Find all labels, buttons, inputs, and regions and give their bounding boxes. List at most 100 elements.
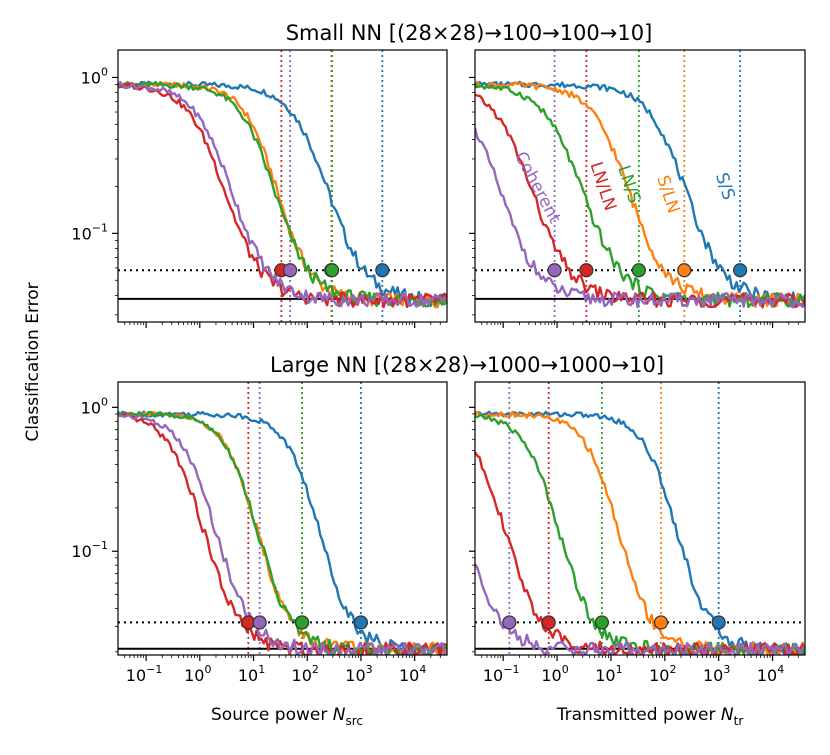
x-tick-label-exp: 0 (562, 663, 569, 676)
crossing-marker-ln-s (631, 263, 646, 278)
y-tick-label: 100 (81, 65, 108, 87)
x-tick-label-exp: 1 (616, 663, 623, 676)
x-tick-label-base: 10 (541, 666, 561, 685)
top-row-title: Small NN [(28×28)→100→100→10] (286, 21, 653, 45)
x-tick-label-base: 10 (292, 666, 312, 685)
x-tick-label-base: 10 (345, 666, 365, 685)
x-axis-label-source-sub: src (345, 714, 363, 728)
series-curve-s-s (475, 410, 805, 655)
crossing-marker-ln-s (324, 263, 340, 278)
x-tick-label: 100 (184, 663, 211, 685)
series-curve-s-s (118, 80, 447, 308)
y-tick-label-base: 10 (81, 68, 101, 87)
y-tick-label: 10−1 (71, 221, 108, 243)
x-tick-label: 103 (345, 663, 372, 685)
x-tick-label-base: 10 (184, 666, 204, 685)
series-curve-s-ln (118, 410, 447, 655)
x-tick-label-exp: 4 (777, 663, 784, 676)
crossing-marker-s-s (353, 615, 369, 630)
x-tick-label: 104 (757, 663, 784, 685)
x-tick-label-base: 10 (483, 666, 503, 685)
x-tick-label-exp: 1 (258, 663, 265, 676)
y-tick-label-base: 10 (71, 542, 91, 561)
crossing-marker-coherent (252, 615, 267, 630)
x-tick-label-base: 10 (595, 666, 615, 685)
x-tick-label-base: 10 (649, 666, 669, 685)
x-tick-label: 103 (703, 663, 730, 685)
series-curve-s-s (475, 80, 805, 308)
y-tick-label: 100 (81, 395, 108, 417)
x-tick-label: 102 (292, 663, 319, 685)
y-tick-label-base: 10 (81, 398, 101, 417)
series-label-coherent: Coherent (510, 149, 564, 228)
x-axis-label-transmitted: Transmitted power Ntr (556, 705, 744, 728)
series-curve-coherent (475, 563, 805, 655)
x-axis-label-source: Source power Nsrc (211, 705, 363, 728)
panel-large-transmitted: 10−1 100 101 102 103 104 (469, 381, 806, 685)
axes-frame (474, 381, 806, 656)
series-label-s-s: S/S (711, 170, 738, 202)
x-tick-label-exp: 2 (669, 663, 676, 676)
x-tick-label-exp: −1 (503, 663, 519, 676)
y-tick-label-exp: 0 (101, 65, 108, 78)
series-curve-s-ln (475, 410, 805, 655)
x-axis-label-transmitted-sub: tr (734, 714, 744, 728)
series-curve-ln-ln (118, 413, 447, 655)
x-axis-label-transmitted-var: N (721, 705, 734, 725)
y-tick-label-exp: 0 (101, 395, 108, 408)
plot-area (118, 50, 447, 322)
y-tick-label-base: 10 (71, 224, 91, 243)
axes-frame (117, 49, 448, 323)
y-tick-label-exp: −1 (92, 221, 108, 234)
crossing-marker-s-s (733, 263, 748, 278)
series-curve-ln-s (118, 410, 447, 655)
crossing-marker-s-s (711, 615, 726, 630)
y-tick-label: 10−1 (71, 539, 108, 561)
series-curve-ln-ln (475, 93, 805, 309)
x-tick-label-base: 10 (126, 666, 146, 685)
x-axis-label-transmitted-prefix: Transmitted power (556, 705, 721, 725)
crossing-marker-ln-s (594, 615, 610, 630)
series-curve-coherent (118, 412, 447, 655)
x-tick-label: 101 (238, 663, 265, 685)
y-axis-ticks (469, 76, 475, 316)
x-axis-ticks (481, 322, 799, 328)
x-tick-label-base: 10 (399, 666, 419, 685)
x-tick-label-exp: 3 (723, 663, 730, 676)
x-tick-label-base: 10 (703, 666, 723, 685)
series-curve-coherent (118, 81, 447, 308)
x-axis-ticks: 10−1 100 101 102 103 104 (124, 655, 441, 685)
x-tick-label: 10−1 (126, 663, 163, 685)
x-axis-label-source-prefix: Source power (211, 705, 333, 725)
x-tick-label-exp: −1 (146, 663, 162, 676)
series-curve-ln-ln (475, 451, 805, 655)
plot-area (475, 382, 805, 655)
crossing-marker-s-s (375, 263, 390, 278)
crossing-marker-coherent (547, 263, 562, 278)
crossing-marker-ln-ln (541, 615, 556, 630)
axes-frame (474, 49, 806, 323)
series-curve-s-s (118, 410, 447, 655)
y-tick-label-exp: −1 (92, 539, 108, 552)
axes-frame (117, 381, 448, 656)
x-tick-label-exp: 2 (312, 663, 319, 676)
bottom-row-title: Large NN [(28×28)→1000→1000→10] (270, 353, 664, 377)
x-tick-label: 102 (649, 663, 676, 685)
x-tick-label: 100 (541, 663, 568, 685)
x-tick-label-exp: 0 (204, 663, 211, 676)
x-tick-label: 101 (595, 663, 622, 685)
crossing-marker-s-ln (677, 263, 692, 278)
crossing-marker-ln-ln (579, 263, 594, 278)
x-tick-label-exp: 4 (419, 663, 426, 676)
series-curve-ln-s (475, 413, 805, 655)
plot-area (118, 382, 447, 655)
y-axis-label: Classification Error (23, 282, 43, 441)
x-axis-ticks: 10−1 100 101 102 103 104 (481, 655, 799, 685)
series-curve-coherent (475, 127, 805, 309)
